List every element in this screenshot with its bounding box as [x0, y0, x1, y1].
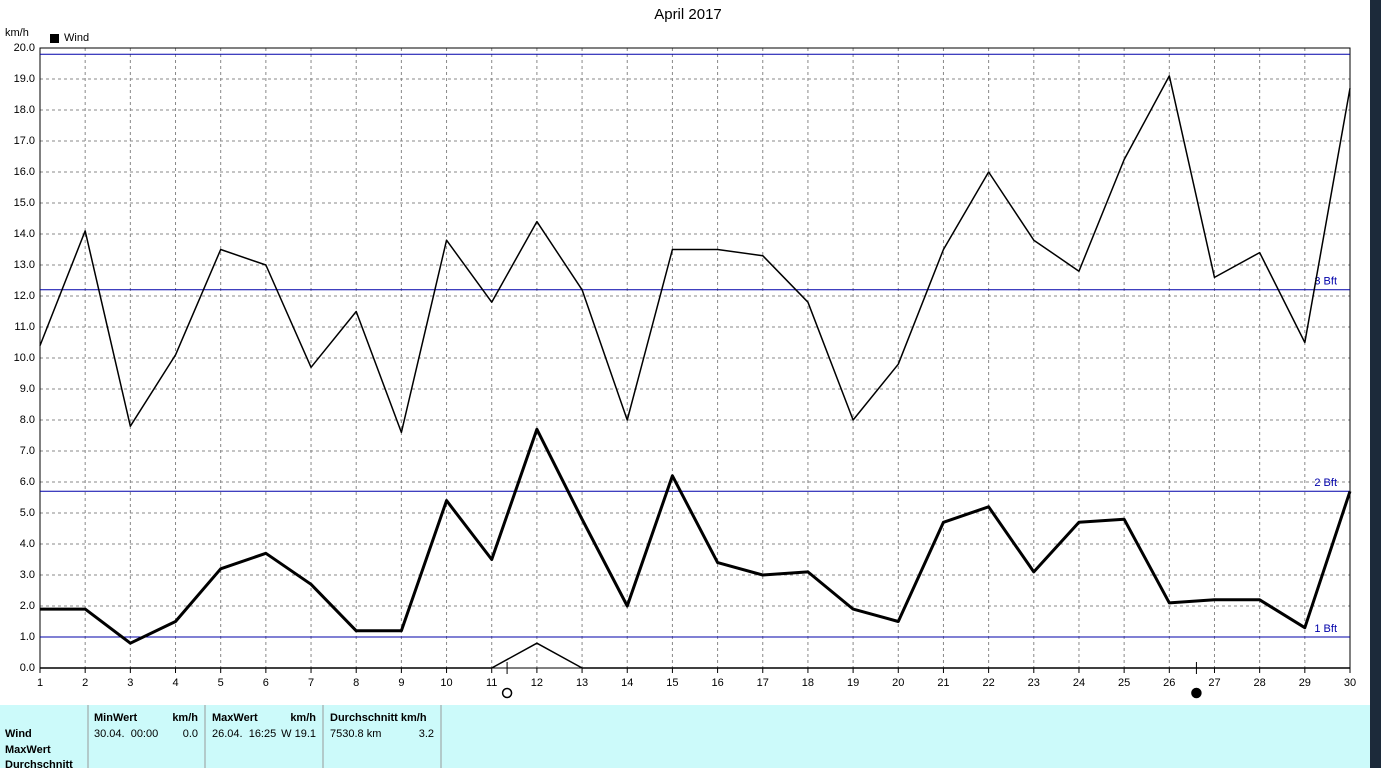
- y-tick-label: 7.0: [20, 445, 35, 457]
- y-tick-label: 11.0: [14, 321, 35, 333]
- x-tick-label: 30: [1344, 677, 1356, 689]
- moon-marker: [1191, 687, 1202, 699]
- x-tick-label: 9: [398, 677, 404, 689]
- reference-label: 1 Bft: [1314, 623, 1337, 635]
- x-tick-label: 27: [1208, 677, 1220, 689]
- y-tick-label: 16.0: [14, 166, 35, 178]
- x-tick-label: 18: [802, 677, 814, 689]
- y-tick-label: 2.0: [20, 600, 35, 612]
- x-tick-label: 23: [1028, 677, 1040, 689]
- y-tick-label: 4.0: [20, 538, 35, 550]
- data-line: [40, 642, 1350, 669]
- x-tick-label: 3: [127, 677, 133, 689]
- cell: 26.04. 16:25: [212, 728, 276, 740]
- y-tick-label: 3.0: [20, 569, 35, 581]
- cell: 0.0: [183, 728, 198, 740]
- chart-title: April 2017: [654, 6, 722, 23]
- table-panel: [0, 705, 1370, 768]
- column-header: Durchschnitt km/h: [330, 712, 427, 724]
- y-tick-label: 8.0: [20, 414, 35, 426]
- y-tick-label: 1.0: [20, 631, 35, 643]
- reference-label: 3 Bft: [1314, 276, 1337, 288]
- y-tick-label: 19.0: [14, 73, 35, 85]
- legend-label: Wind: [64, 32, 89, 44]
- x-tick-label: 26: [1163, 677, 1175, 689]
- column-unit: km/h: [290, 712, 316, 724]
- cell: 30.04. 00:00: [94, 728, 158, 740]
- x-tick-label: 8: [353, 677, 359, 689]
- reference-label: 2 Bft: [1314, 477, 1337, 489]
- y-tick-label: 18.0: [14, 104, 35, 116]
- column-unit: km/h: [172, 712, 198, 724]
- x-tick-label: 10: [440, 677, 452, 689]
- y-tick-label: 6.0: [20, 476, 35, 488]
- cell: 3.2: [419, 728, 434, 740]
- x-tick-label: 4: [172, 677, 178, 689]
- y-tick-label: 20.0: [14, 42, 35, 54]
- x-tick-label: 2: [82, 677, 88, 689]
- plot: 0.01.02.03.04.05.06.07.08.09.010.011.012…: [14, 42, 1356, 699]
- x-tick-label: 28: [1254, 677, 1266, 689]
- x-tick-label: 15: [666, 677, 678, 689]
- x-tick-label: 22: [982, 677, 994, 689]
- x-tick-label: 5: [218, 677, 224, 689]
- row-label: MaxWert: [5, 744, 51, 756]
- y-tick-label: 14.0: [14, 228, 35, 240]
- y-tick-label: 9.0: [20, 383, 35, 395]
- column-header: MinWert: [94, 712, 138, 724]
- x-tick-label: 25: [1118, 677, 1130, 689]
- x-tick-label: 24: [1073, 677, 1085, 689]
- row-label: Durchschnitt: [5, 759, 73, 768]
- y-tick-label: 5.0: [20, 507, 35, 519]
- window-edge: [1370, 0, 1381, 768]
- column-header: MaxWert: [212, 712, 258, 724]
- moon-marker: [501, 687, 513, 699]
- legend-swatch: [50, 34, 59, 43]
- x-tick-label: 6: [263, 677, 269, 689]
- y-tick-label: 12.0: [14, 290, 35, 302]
- x-tick-label: 7: [308, 677, 314, 689]
- data-line: [39, 75, 1351, 434]
- table-dividers: [87, 705, 442, 768]
- x-tick-label: 12: [531, 677, 543, 689]
- x-tick-label: 17: [757, 677, 769, 689]
- x-tick-label: 14: [621, 677, 633, 689]
- y-tick-label: 0.0: [20, 662, 35, 674]
- x-tick-label: 1: [37, 677, 43, 689]
- cell: 7530.8 km: [330, 728, 381, 740]
- x-tick-label: 19: [847, 677, 859, 689]
- x-tick-label: 20: [892, 677, 904, 689]
- x-tick-label: 13: [576, 677, 588, 689]
- x-tick-label: 29: [1299, 677, 1311, 689]
- x-tick-label: 16: [711, 677, 723, 689]
- x-tick-label: 11: [486, 677, 497, 689]
- row-label: Wind: [5, 728, 32, 740]
- y-tick-label: 15.0: [14, 197, 35, 209]
- y-tick-label: 13.0: [14, 259, 35, 271]
- y-tick-label: 10.0: [14, 352, 35, 364]
- x-tick-label: 21: [937, 677, 949, 689]
- cell: W 19.1: [281, 728, 316, 740]
- y-axis-label: km/h: [5, 27, 29, 39]
- y-tick-label: 17.0: [14, 135, 35, 147]
- data-line: [40, 427, 1352, 645]
